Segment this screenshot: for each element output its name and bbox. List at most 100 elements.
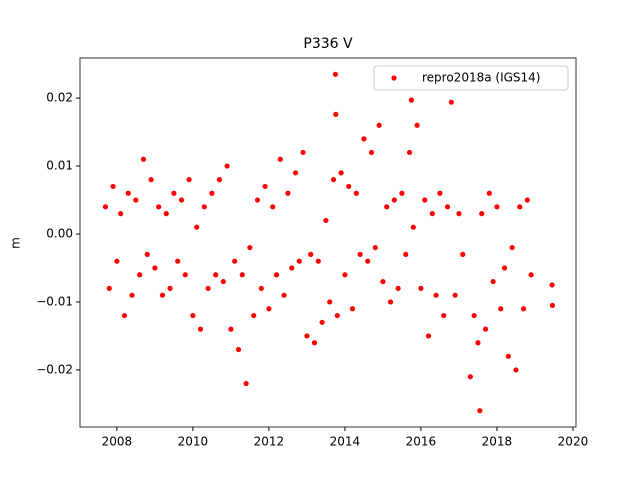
- data-point: [399, 190, 405, 196]
- data-point: [433, 292, 439, 298]
- data-point: [505, 353, 511, 359]
- data-point: [110, 183, 116, 190]
- data-point: [167, 285, 173, 291]
- data-point: [376, 122, 382, 128]
- data-point: [395, 285, 401, 291]
- data-point: [357, 251, 363, 257]
- data-point: [216, 177, 223, 183]
- data-point: [300, 149, 306, 156]
- x-tick-label: 2008: [102, 435, 133, 449]
- data-point: [304, 333, 310, 339]
- data-point: [338, 170, 344, 176]
- x-tick-label: 2016: [406, 435, 437, 449]
- data-point: [159, 292, 166, 298]
- plot-frame: [79, 57, 577, 428]
- data-point: [285, 190, 291, 196]
- data-point: [289, 265, 295, 271]
- data-point: [353, 190, 359, 196]
- data-point: [549, 302, 556, 308]
- data-point: [133, 197, 139, 203]
- data-point: [365, 258, 371, 264]
- y-tick-label: 0.01: [46, 159, 73, 173]
- data-point: [418, 285, 424, 291]
- x-tick-label: 2018: [482, 435, 513, 449]
- data-point: [281, 292, 287, 298]
- data-point: [228, 326, 234, 332]
- legend-box: [373, 65, 569, 91]
- data-point: [387, 299, 394, 305]
- data-point: [178, 197, 185, 203]
- data-point: [106, 285, 112, 291]
- data-point: [349, 306, 356, 312]
- data-point: [332, 71, 339, 77]
- data-point: [494, 204, 500, 210]
- data-point: [444, 204, 451, 210]
- data-point: [528, 272, 534, 278]
- data-point: [254, 197, 261, 203]
- data-point: [121, 312, 128, 319]
- x-tick-label: 2020: [558, 435, 589, 449]
- data-point: [140, 156, 147, 162]
- data-point: [498, 306, 504, 312]
- data-point: [235, 346, 242, 353]
- data-point: [292, 170, 299, 176]
- data-point: [311, 340, 318, 346]
- data-point: [273, 272, 280, 278]
- data-point: [452, 292, 458, 298]
- data-point: [501, 265, 508, 271]
- data-point: [479, 211, 485, 217]
- chart-title: P336 V: [303, 36, 353, 52]
- data-point: [471, 312, 477, 319]
- data-point: [152, 265, 158, 271]
- data-point: [346, 183, 352, 190]
- data-point: [144, 251, 150, 257]
- y-tick-label: −0.02: [36, 362, 73, 376]
- data-point: [460, 251, 466, 257]
- data-point: [448, 99, 454, 105]
- data-point: [391, 197, 397, 203]
- data-point: [315, 258, 321, 264]
- data-point: [156, 204, 162, 210]
- data-point: [549, 282, 555, 288]
- data-point: [220, 278, 226, 285]
- data-point: [486, 190, 492, 196]
- data-point: [319, 319, 325, 325]
- data-point: [513, 367, 519, 373]
- data-point: [482, 326, 489, 332]
- data-point: [456, 211, 462, 217]
- data-point: [380, 278, 386, 285]
- data-point: [209, 190, 215, 196]
- data-point: [163, 211, 169, 217]
- data-point: [102, 204, 109, 210]
- data-point: [441, 312, 447, 319]
- data-point: [410, 224, 416, 230]
- legend-label: repro2018a (IGS14): [422, 71, 540, 85]
- x-tick-label: 2012: [254, 435, 285, 449]
- data-point: [114, 258, 120, 264]
- data-point: [308, 251, 314, 257]
- data-point: [224, 163, 230, 169]
- y-axis-label: m: [9, 237, 23, 249]
- data-point: [406, 149, 413, 156]
- data-point: [232, 258, 238, 264]
- x-tick-label: 2010: [178, 435, 209, 449]
- data-point: [342, 272, 348, 278]
- data-point: [266, 306, 272, 312]
- data-point: [213, 272, 219, 278]
- y-tick-label: 0.00: [46, 227, 73, 241]
- data-point: [129, 292, 135, 298]
- data-point: [429, 211, 435, 217]
- data-point: [148, 177, 154, 183]
- data-point: [262, 183, 268, 190]
- data-point: [403, 251, 409, 257]
- data-point: [190, 312, 196, 319]
- data-point: [524, 197, 530, 203]
- data-point: [251, 312, 257, 319]
- data-point: [296, 258, 302, 264]
- data-point: [118, 211, 124, 217]
- legend-marker: [391, 75, 397, 81]
- data-point: [361, 136, 367, 142]
- data-point: [194, 224, 200, 230]
- y-tick-label: −0.01: [36, 294, 73, 308]
- data-point: [201, 204, 207, 210]
